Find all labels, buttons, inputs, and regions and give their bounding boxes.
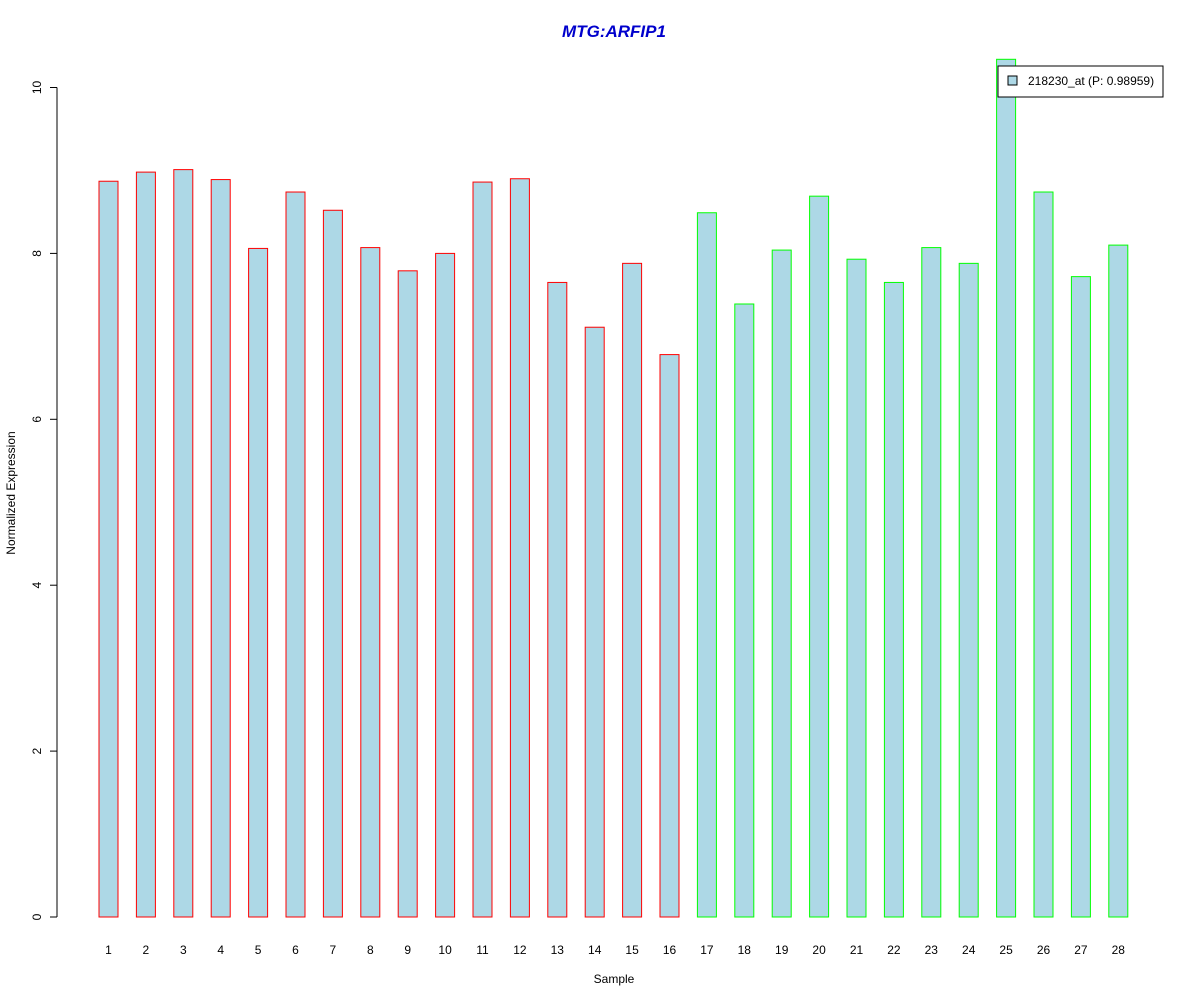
y-tick-label: 8 — [30, 250, 44, 257]
y-tick-label: 4 — [30, 582, 44, 589]
x-tick-label: 1 — [105, 943, 112, 957]
bar-sample-1 — [98, 180, 119, 918]
x-tick-label: 17 — [700, 943, 714, 957]
bar-sample-2 — [135, 171, 156, 918]
bar-sample-17 — [696, 212, 717, 918]
x-tick-label: 11 — [476, 943, 489, 957]
bar-sample-12 — [509, 178, 530, 918]
x-tick-label: 26 — [1037, 943, 1051, 957]
bar-sample-6 — [285, 191, 306, 918]
bar-sample-8 — [360, 247, 381, 918]
bar-sample-26 — [1033, 191, 1054, 918]
bar-sample-27 — [1070, 276, 1091, 918]
bar-sample-13 — [547, 281, 568, 918]
bar-sample-5 — [248, 247, 269, 918]
bar-sample-3 — [173, 169, 194, 918]
y-axis-label: Normalized Expression — [4, 431, 18, 554]
bar-sample-16 — [659, 354, 680, 918]
bar-sample-10 — [435, 252, 456, 918]
bar-sample-7 — [322, 209, 343, 918]
bar-sample-19 — [771, 249, 792, 918]
y-tick-label: 0 — [30, 913, 44, 920]
bar-sample-28 — [1108, 244, 1129, 918]
legend-box — [997, 65, 1164, 98]
legend-swatch — [1007, 75, 1018, 86]
x-tick-label: 18 — [738, 943, 752, 957]
y-tick-label: 2 — [30, 747, 44, 754]
x-tick-label: 7 — [330, 943, 337, 957]
x-tick-label: 9 — [404, 943, 411, 957]
x-tick-label: 12 — [513, 943, 527, 957]
bar-sample-14 — [584, 326, 605, 918]
x-tick-label: 16 — [663, 943, 677, 957]
bar-sample-25 — [996, 58, 1017, 918]
bar-sample-23 — [921, 247, 942, 918]
x-tick-label: 4 — [217, 943, 224, 957]
x-axis-label: Sample — [594, 972, 635, 986]
legend: 218230_at (P: 0.98959) — [997, 65, 1164, 98]
bar-sample-18 — [734, 303, 755, 918]
y-tick-label: 6 — [30, 416, 44, 423]
x-tick-label: 15 — [625, 943, 639, 957]
x-tick-label: 24 — [962, 943, 976, 957]
bar-sample-20 — [809, 195, 830, 918]
x-tick-label: 5 — [255, 943, 262, 957]
x-tick-label: 23 — [925, 943, 939, 957]
x-tick-label: 14 — [588, 943, 602, 957]
bar-sample-24 — [958, 262, 979, 918]
x-tick-label: 19 — [775, 943, 789, 957]
bars — [98, 58, 1129, 918]
bar-sample-15 — [622, 262, 643, 918]
x-tick-label: 28 — [1112, 943, 1126, 957]
x-tick-label: 8 — [367, 943, 374, 957]
x-tick-label: 10 — [438, 943, 452, 957]
x-tick-label: 13 — [551, 943, 565, 957]
x-tick-label: 20 — [812, 943, 826, 957]
bar-sample-21 — [846, 258, 867, 918]
chart-title: MTG:ARFIP1 — [562, 22, 666, 41]
y-axis: 0 2 4 6 8 10 — [30, 81, 58, 920]
x-tick-label: 3 — [180, 943, 187, 957]
bar-sample-9 — [397, 270, 418, 918]
x-tick-label: 6 — [292, 943, 299, 957]
x-tick-label: 25 — [999, 943, 1013, 957]
x-tick-labels: 1 2 3 4 5 6 7 8 9 10 11 12 13 14 15 16 17 18 19 20 21 22 23 24 2… — [105, 943, 1125, 957]
bar-sample-22 — [883, 281, 904, 918]
x-tick-label: 22 — [887, 943, 901, 957]
y-tick-label: 10 — [30, 81, 44, 95]
x-tick-label: 27 — [1074, 943, 1088, 957]
legend-label: 218230_at (P: 0.98959) — [1028, 74, 1154, 88]
bar-sample-4 — [210, 179, 231, 918]
bar-sample-11 — [472, 181, 493, 918]
x-tick-label: 21 — [850, 943, 864, 957]
x-tick-label: 2 — [143, 943, 150, 957]
